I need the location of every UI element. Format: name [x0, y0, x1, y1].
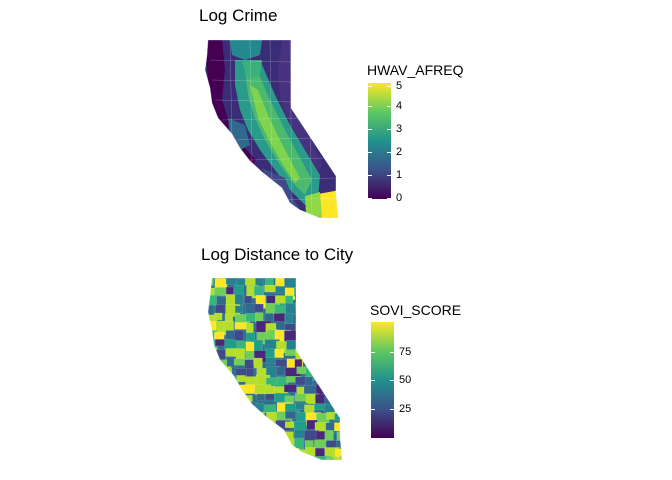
legend-colorbar	[368, 83, 391, 199]
legend-tick-label: 2	[396, 146, 403, 158]
legend-tick-mark	[387, 86, 391, 87]
legend-tick-mark	[387, 175, 391, 176]
legend-tick-mark	[387, 198, 391, 199]
legend-tick-mark	[368, 198, 372, 199]
legend-tick-mark	[368, 129, 372, 130]
legend-tick-mark	[368, 106, 372, 107]
legend-tick-mark	[387, 129, 391, 130]
legend-tick-label: 4	[396, 100, 403, 112]
legend-title: HWAV_AFREQ	[367, 62, 464, 78]
map-panel-crime: Log Crime	[199, 6, 464, 219]
panel-title: Log Crime	[199, 6, 278, 25]
legend-tick-mark	[368, 175, 372, 176]
legend-tick-label: 50	[399, 374, 412, 386]
legend-tick-label: 0	[396, 192, 403, 204]
legend-tick-label: 25	[399, 403, 412, 415]
legend-title: SOVI_SCORE	[370, 302, 462, 318]
legend-tick-label: 75	[399, 346, 412, 358]
legend-tick-mark	[390, 409, 394, 410]
legend-tick-label: 3	[396, 123, 403, 135]
california-choropleth-map	[207, 277, 343, 461]
legend-tick-mark	[368, 86, 372, 87]
legend-colorbar	[371, 322, 394, 438]
legend-tick-label: 1	[396, 169, 403, 181]
legend-tick-mark	[368, 152, 372, 153]
legend-tick-mark	[390, 352, 394, 353]
map-panel-distance: Log Distance to City SOVI_SCORE 75 50 25	[0, 240, 672, 480]
legend-tick-mark	[387, 152, 391, 153]
legend-tick-label: 5	[396, 80, 403, 92]
legend-tick-mark	[371, 352, 375, 353]
legend-tick-mark	[390, 380, 394, 381]
legend-tick-mark	[371, 409, 375, 410]
panel-title: Log Distance to City	[201, 245, 354, 264]
legend-tick-mark	[387, 106, 391, 107]
california-choropleth-map	[204, 39, 339, 219]
legend-tick-mark	[371, 380, 375, 381]
